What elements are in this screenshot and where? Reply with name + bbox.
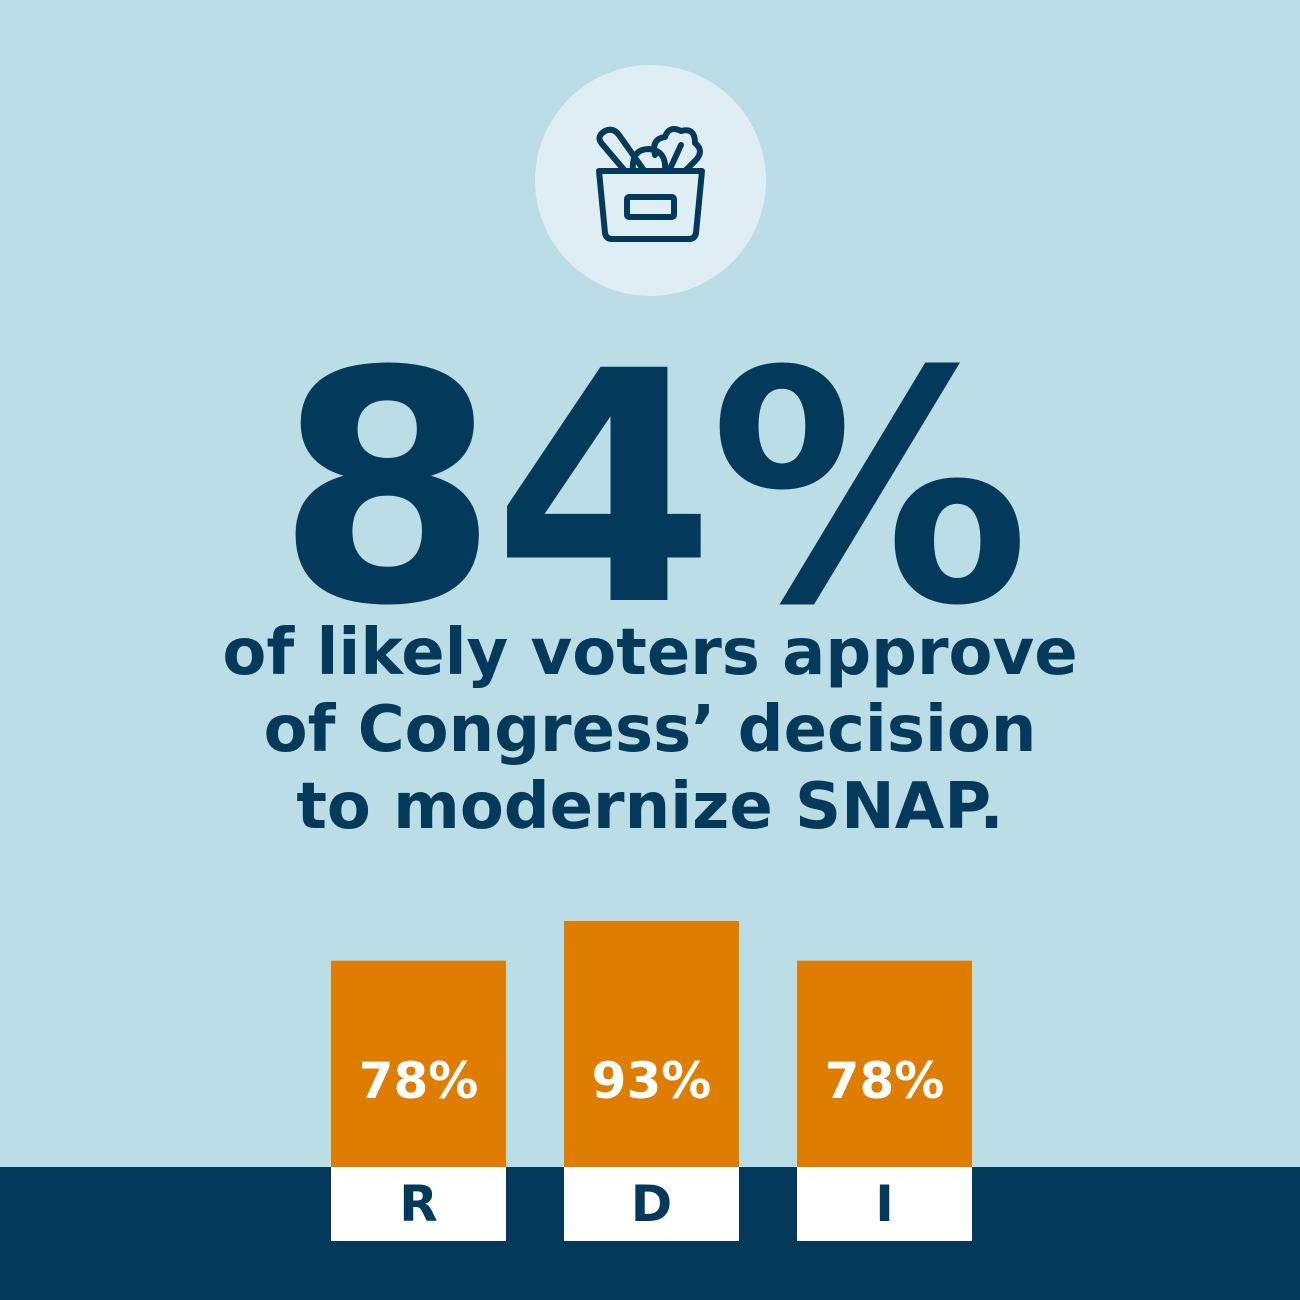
category-label-r: R <box>399 1175 438 1233</box>
bar-i <box>797 960 972 1167</box>
headline-line-3: to modernize SNAP. <box>296 770 1004 844</box>
grocery-bag-icon <box>596 126 705 242</box>
headline-stat: 84% <box>276 304 1030 676</box>
icon-circle <box>535 65 766 296</box>
category-box-d <box>564 1167 739 1241</box>
category-box-r <box>331 1167 506 1241</box>
headline-line-2: of Congress’ decision <box>263 693 1037 767</box>
value-label-i: 78% <box>825 1052 945 1110</box>
value-label-d: 93% <box>592 1052 712 1110</box>
category-box-i <box>797 1167 972 1241</box>
category-label-d: D <box>631 1175 673 1233</box>
bar-r <box>331 960 506 1167</box>
headline-line-1: of likely voters approve <box>222 616 1078 690</box>
category-label-i: I <box>875 1175 894 1233</box>
headline-text: of likely voters approve of Congress’ de… <box>100 615 1200 846</box>
bar-d <box>564 921 739 1167</box>
value-label-r: 78% <box>359 1052 479 1110</box>
